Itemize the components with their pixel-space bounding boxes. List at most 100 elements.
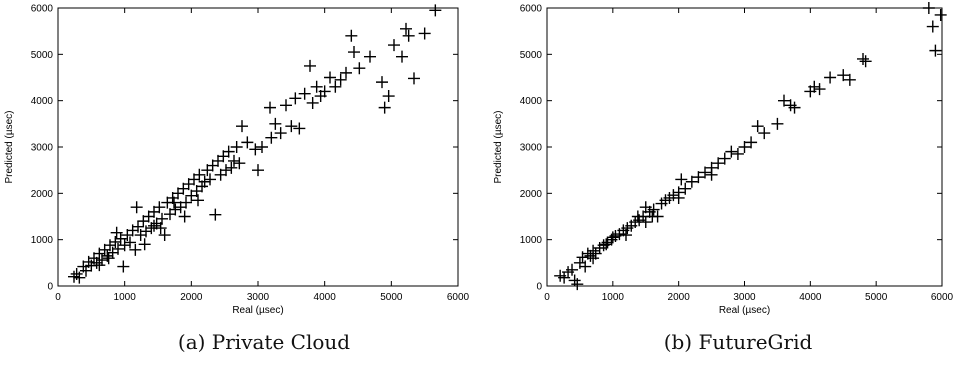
data-point-marker — [249, 143, 262, 156]
data-point-marker — [124, 236, 136, 249]
data-point-marker — [606, 231, 619, 244]
data-point-marker — [679, 182, 692, 195]
data-point-marker — [118, 239, 131, 252]
data-point-marker — [285, 120, 298, 133]
x-tick-label: 0 — [55, 292, 61, 303]
data-point-marker — [584, 249, 597, 262]
y-tick-label: 6000 — [520, 4, 543, 15]
data-point-marker — [93, 259, 106, 272]
y-axis-label: Predicted (µsec) — [493, 110, 504, 183]
data-point-marker — [675, 173, 688, 186]
data-point-marker — [274, 127, 287, 140]
data-point-marker — [929, 44, 942, 57]
y-tick-label: 2000 — [31, 189, 54, 200]
data-point-marker — [922, 2, 935, 14]
data-point-marker — [388, 39, 400, 52]
data-point-marker — [233, 157, 246, 170]
data-point-marker — [110, 226, 123, 239]
data-point-marker — [265, 131, 278, 144]
data-point-marker — [934, 8, 947, 21]
data-point-marker — [731, 147, 744, 160]
data-point-marker — [692, 171, 705, 184]
data-point-marker — [102, 252, 115, 265]
data-point-marker — [117, 260, 130, 273]
data-point-marker — [329, 80, 342, 93]
data-point-marker — [600, 238, 613, 251]
data-point-marker — [751, 120, 764, 133]
data-point-marker — [80, 264, 92, 277]
x-tick-label: 5000 — [380, 292, 403, 303]
data-point-marker — [758, 127, 771, 140]
data-point-marker — [418, 27, 431, 40]
data-point-marker — [180, 196, 192, 209]
data-point-marker — [148, 219, 160, 232]
y-tick-label: 1000 — [520, 235, 543, 246]
data-point-marker — [788, 101, 801, 114]
data-point-marker — [705, 168, 718, 181]
y-tick-label: 4000 — [520, 96, 543, 107]
data-point-marker — [857, 52, 869, 65]
data-point-marker — [738, 141, 751, 153]
y-tick-label: 6000 — [31, 4, 54, 15]
y-axis-label: Predicted (µsec) — [4, 110, 15, 183]
data-point-marker — [345, 29, 358, 42]
data-point-marker — [324, 71, 336, 84]
data-point-marker — [672, 191, 685, 204]
data-point-marker — [114, 232, 127, 245]
data-point-marker — [843, 73, 856, 86]
data-point-marker — [382, 90, 395, 103]
scatter-plot-futuregrid: 0 1000 2000 3000 4000 5000 6000 0 1000 2000 3000 40… — [493, 2, 954, 316]
data-point-marker — [109, 235, 122, 248]
data-point-marker — [402, 29, 415, 42]
data-point-marker — [264, 101, 276, 114]
y-tick-label: 3000 — [520, 143, 543, 154]
x-tick-label: 3000 — [247, 292, 270, 303]
data-point-marker — [90, 256, 103, 269]
data-point-marker — [310, 80, 323, 93]
x-tick-label: 0 — [544, 292, 550, 303]
data-point-marker — [304, 59, 316, 72]
x-tick-label: 3000 — [733, 292, 756, 303]
chart-panel-futuregrid: 0 1000 2000 3000 4000 5000 6000 0 1000 2000 3000 40… — [480, 0, 959, 371]
data-point-marker — [813, 83, 826, 96]
x-tick-label: 5000 — [865, 292, 888, 303]
data-point-marker — [236, 120, 248, 133]
data-point-marker — [699, 166, 711, 179]
data-point-marker — [222, 145, 235, 158]
data-point-marker — [280, 99, 292, 112]
data-point-marker — [153, 201, 166, 214]
data-point-marker — [837, 69, 850, 82]
y-tick-label: 5000 — [31, 50, 54, 61]
y-tick-label: 5000 — [520, 50, 543, 61]
x-tick-label: 2000 — [668, 292, 691, 303]
data-point-marker — [112, 242, 124, 255]
data-point-marker — [353, 62, 366, 75]
data-point-marker — [252, 164, 264, 177]
data-point-marker — [926, 20, 939, 33]
data-point-marker — [154, 222, 167, 235]
data-point-marker — [566, 263, 579, 276]
data-point-marker — [68, 270, 80, 283]
data-point-marker — [156, 212, 168, 225]
data-point-marker — [101, 249, 114, 262]
data-point-marker — [429, 4, 442, 17]
data-point-marker — [718, 152, 731, 165]
caption-private-cloud: (a) Private Cloud — [177, 330, 351, 354]
data-point-marker — [298, 87, 311, 100]
data-point-marker — [225, 161, 238, 174]
data-point-marker — [364, 50, 376, 63]
data-point-marker — [129, 243, 142, 256]
data-point-marker — [241, 136, 254, 149]
scatter-plot-private-cloud: 0 1000 2000 3000 4000 5000 6000 0 1000 2000 3000 40… — [4, 4, 470, 317]
data-point-marker — [620, 229, 632, 242]
data-point-marker — [631, 210, 644, 223]
data-point-marker — [334, 73, 347, 86]
data-point-marker — [204, 173, 216, 186]
data-point-marker — [220, 164, 232, 177]
data-point-marker — [859, 55, 872, 68]
data-point-marker — [378, 101, 391, 114]
data-point-marker — [376, 76, 388, 89]
data-point-marker — [685, 175, 698, 188]
x-tick-label: 1000 — [114, 292, 137, 303]
data-point-marker — [178, 210, 191, 223]
